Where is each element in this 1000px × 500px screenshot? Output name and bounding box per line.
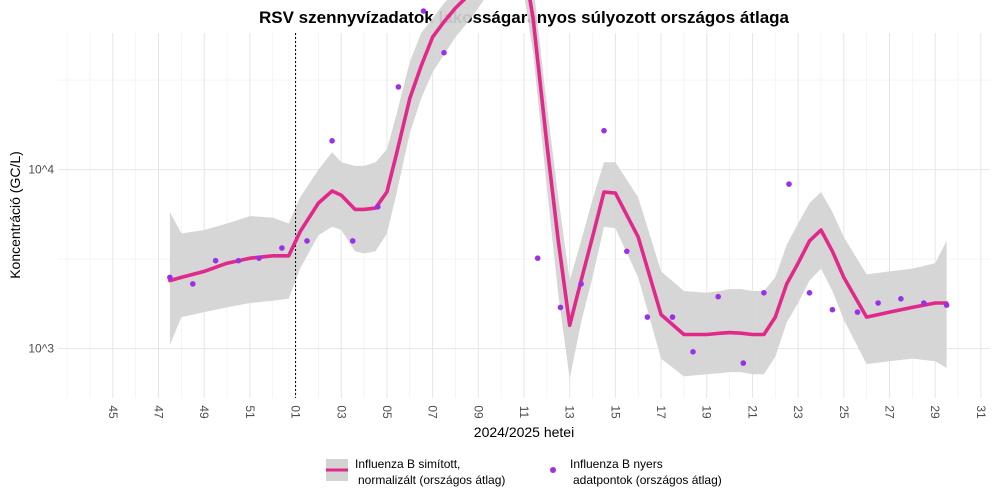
x-tick-label: 45 — [106, 405, 120, 419]
smoothed-line — [168, 0, 949, 337]
x-tick-label: 05 — [380, 405, 394, 419]
raw-point — [740, 360, 747, 366]
raw-point — [829, 306, 836, 313]
x-tick-label: 01 — [289, 405, 303, 419]
smoothed-series-line — [168, 0, 949, 337]
raw-point — [854, 309, 861, 315]
x-tick-label: 13 — [563, 405, 577, 419]
x-tick-label: 47 — [152, 405, 166, 419]
x-tick-label: 51 — [243, 405, 257, 419]
x-tick-label: 15 — [608, 405, 622, 419]
y-axis-title: Koncentráció (GC/L) — [7, 151, 23, 279]
raw-point — [349, 238, 356, 244]
x-tick-label: 11 — [517, 406, 531, 419]
x-tick-label: 29 — [928, 405, 942, 419]
legend: Influenza B simított, normalizált (orszá… — [326, 457, 722, 487]
x-tick-label: 03 — [334, 405, 348, 419]
raw-point — [578, 281, 584, 287]
y-tick-label: 10^3 — [28, 342, 54, 356]
legend-label-smoothed-2: normalizált (országos átlag) — [358, 473, 505, 487]
raw-point — [921, 300, 927, 306]
raw-point — [669, 314, 676, 320]
raw-point — [806, 290, 813, 296]
raw-point — [557, 304, 564, 311]
x-tick-label: 09 — [471, 405, 485, 419]
x-tick-label: 23 — [791, 405, 805, 419]
raw-point — [644, 314, 651, 320]
x-tick-label: 31 — [974, 405, 988, 419]
legend-label-raw-1: Influenza B nyers — [570, 457, 663, 471]
raw-point — [715, 293, 721, 300]
raw-point — [786, 181, 792, 187]
raw-point — [624, 248, 630, 255]
legend-key-raw — [550, 467, 556, 473]
raw-point — [304, 238, 310, 244]
raw-point — [898, 296, 904, 302]
raw-point — [212, 257, 219, 264]
x-tick-label: 49 — [197, 405, 211, 419]
x-axis-ticks: 45 47 49 51 01 03 05 07 09 11 13 15 17 19 21 23 25 27 29 31 — [106, 405, 988, 419]
raw-point — [375, 204, 381, 210]
raw-point — [420, 8, 427, 14]
raw-point — [329, 138, 335, 144]
x-axis-title: 2024/2025 hetei — [474, 424, 574, 440]
x-tick-label: 19 — [700, 405, 714, 419]
raw-point — [235, 257, 242, 264]
y-tick-label: 10^4 — [28, 163, 54, 177]
raw-points — [167, 8, 950, 366]
raw-point — [943, 302, 950, 308]
raw-point — [256, 255, 262, 261]
x-tick-label: 17 — [654, 405, 668, 419]
x-tick-label: 21 — [745, 405, 759, 419]
x-tick-label: 07 — [426, 405, 440, 419]
raw-point — [875, 300, 881, 306]
confidence-ribbon — [169, 0, 947, 379]
raw-point — [441, 49, 447, 56]
raw-point — [190, 281, 196, 287]
y-axis-ticks: 10^310^410^5 — [28, 163, 54, 356]
grid-major — [58, 33, 990, 398]
x-tick-label: 25 — [837, 405, 851, 419]
x-tick-label: 27 — [882, 405, 896, 419]
raw-point — [167, 274, 173, 281]
raw-point — [395, 84, 402, 90]
legend-label-raw-2: adatpontok (országos átlag) — [573, 473, 722, 487]
ribbon-area — [169, 0, 947, 379]
legend-label-smoothed-1: Influenza B simított, — [355, 457, 460, 471]
raw-point — [534, 255, 541, 261]
raw-point — [601, 127, 607, 134]
raw-point — [690, 349, 696, 355]
chart-title: RSV szennyvízadatok lakosságarányos súly… — [259, 8, 790, 27]
raw-point — [761, 290, 767, 296]
raw-point — [279, 245, 285, 251]
